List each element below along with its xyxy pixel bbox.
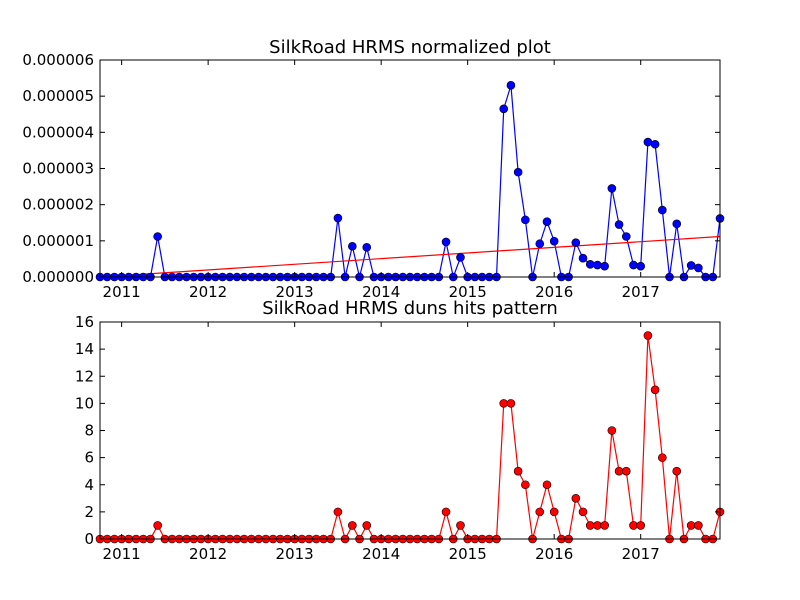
data-point [506,81,516,90]
data-point [333,507,343,517]
data-point [694,521,703,530]
data-point [513,466,523,476]
chart-title: SilkRoad HRMS duns hits pattern [262,298,558,319]
data-point [153,521,162,530]
data-point [549,507,559,517]
data-point [549,236,559,246]
normalized-plot: SilkRoad HRMS normalized plot 0.000000 0.… [22,37,725,301]
x-tick-label: 2016 [535,283,573,301]
data-point [362,521,372,530]
data-point [571,238,581,247]
trend-line [99,235,721,278]
data-point [658,205,667,215]
data-point [686,261,696,270]
data-point [650,139,660,149]
data-point [672,466,682,476]
data-point [535,507,545,517]
data-point [621,466,631,476]
x-tick-label: 2012 [189,283,227,301]
x-tick-label: 2013 [276,283,314,301]
x-tick-label: 2016 [535,545,573,563]
data-point [607,184,617,193]
x-tick-label: 2013 [276,545,314,563]
y-tick-label: 10 [75,394,94,412]
y-tick-label: 0.000001 [22,232,94,250]
x-tick-label: 2014 [362,283,400,301]
data-point [629,260,638,270]
data-point [535,239,545,249]
y-tick-label: 6 [84,449,94,467]
duns-hits-plot: SilkRoad HRMS duns hits pattern 0 2 4 6 8 10 1… [75,298,725,563]
y-tick-label: 12 [75,367,94,385]
data-point [578,253,588,263]
y-tick-label: 16 [75,313,94,331]
data-point [513,167,523,177]
data-point [614,220,624,229]
x-tick-label: 2015 [449,283,487,301]
data-point [585,260,595,269]
data-point [643,331,653,340]
data-point [600,521,609,530]
y-tick-label: 8 [84,422,94,440]
data-point [607,426,617,435]
x-tick-label: 2011 [103,545,141,563]
data-point [585,521,595,530]
data-point [542,480,552,490]
data-point [593,521,602,530]
x-tick-label: 2014 [362,545,400,563]
y-tick-label: 0 [84,530,94,548]
y-tick-label: 0.000002 [22,196,94,214]
data-point [571,494,581,503]
data-point [153,232,162,241]
y-tick-label: 0.000006 [22,51,94,69]
data-point [578,507,588,517]
data-point [694,263,703,273]
data-point [333,213,343,223]
data-point [456,253,465,262]
data-point [521,215,530,225]
x-tick-label: 2017 [622,545,660,563]
data-point [456,521,465,530]
x-tick-label: 2017 [622,283,660,301]
data-point [441,237,451,247]
data-point [636,261,646,271]
data-point [658,453,667,462]
data-point [348,241,357,251]
x-tick-label: 2012 [189,545,227,563]
data-point [499,104,509,114]
data-point [650,385,660,395]
y-tick-label: 4 [84,476,94,494]
y-tick-label: 0.000004 [22,123,94,141]
data-point [643,137,653,147]
x-tick-label: 2011 [103,283,141,301]
data-point [600,261,609,271]
x-tick-label: 2015 [449,545,487,563]
y-tick-label: 0.000000 [22,268,94,286]
data-point [348,521,357,530]
chart-title: SilkRoad HRMS normalized plot [269,37,551,58]
y-tick-label: 0.000003 [22,160,94,178]
data-point [686,521,696,530]
data-point [542,217,552,226]
data-point [499,399,509,408]
data-point [629,521,638,530]
data-point [593,260,602,270]
y-tick-label: 14 [75,340,94,358]
data-point [441,507,451,517]
data-point [621,232,631,241]
data-point [506,399,516,408]
data-point [362,243,372,252]
data-point [672,219,682,229]
data-point [636,521,646,530]
data-point [521,480,530,490]
data-point [614,466,624,476]
y-tick-label: 2 [84,503,94,521]
y-tick-label: 0.000005 [22,87,94,105]
